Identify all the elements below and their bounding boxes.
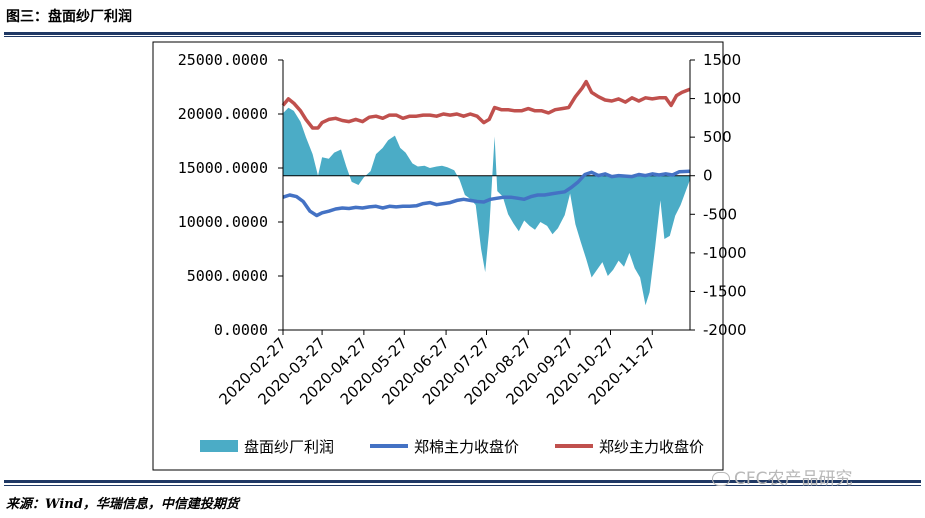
legend-label: 郑棉主力收盘价: [414, 438, 519, 456]
y-left-tick-label: 15000.0000: [178, 159, 268, 177]
y-right-tick-label: 1500: [703, 51, 741, 69]
y-right-tick-label: 0: [703, 167, 713, 185]
source-note: 来源：Wind，华瑞信息，中信建投期货: [6, 497, 239, 512]
footer-rule: [4, 480, 921, 483]
footer-rule-thin: [4, 485, 921, 486]
header-rule-thin: [4, 36, 921, 37]
header-rule: [4, 32, 921, 35]
watermark: CFC农产品研究: [712, 464, 853, 489]
legend-label: 郑纱主力收盘价: [599, 438, 704, 456]
series-area-profit: [283, 107, 690, 306]
y-left-tick-label: 0.0000: [214, 321, 268, 339]
y-left-tick-label: 25000.0000: [178, 51, 268, 69]
y-right-tick-label: 1000: [703, 90, 741, 108]
axes: 25000.000020000.000015000.000010000.0000…: [178, 51, 747, 408]
y-left-tick-label: 5000.0000: [187, 267, 268, 285]
series-line-yarn: [281, 79, 691, 130]
series-line-cotton: [282, 169, 691, 218]
chart-canvas: 25000.000020000.000015000.000010000.0000…: [152, 41, 747, 471]
y-left-tick-label: 20000.0000: [178, 105, 268, 123]
y-right-tick-label: -2000: [703, 321, 747, 339]
watermark-text: CFC农产品研究: [734, 469, 853, 489]
plot-area: [281, 79, 691, 306]
wechat-icon: [712, 472, 730, 486]
y-right-tick-label: -500: [703, 205, 737, 223]
y-right-tick-label: 500: [703, 128, 732, 146]
y-right-tick-label: -1000: [703, 244, 747, 262]
legend-swatch-profit: [200, 440, 238, 452]
figure-title: 图三：盘面纱厂利润: [6, 9, 132, 25]
legend: 盘面纱厂利润 郑棉主力收盘价 郑纱主力收盘价: [200, 438, 704, 456]
legend-label: 盘面纱厂利润: [244, 438, 334, 456]
y-left-tick-label: 10000.0000: [178, 213, 268, 231]
y-right-tick-label: -1500: [703, 282, 747, 300]
